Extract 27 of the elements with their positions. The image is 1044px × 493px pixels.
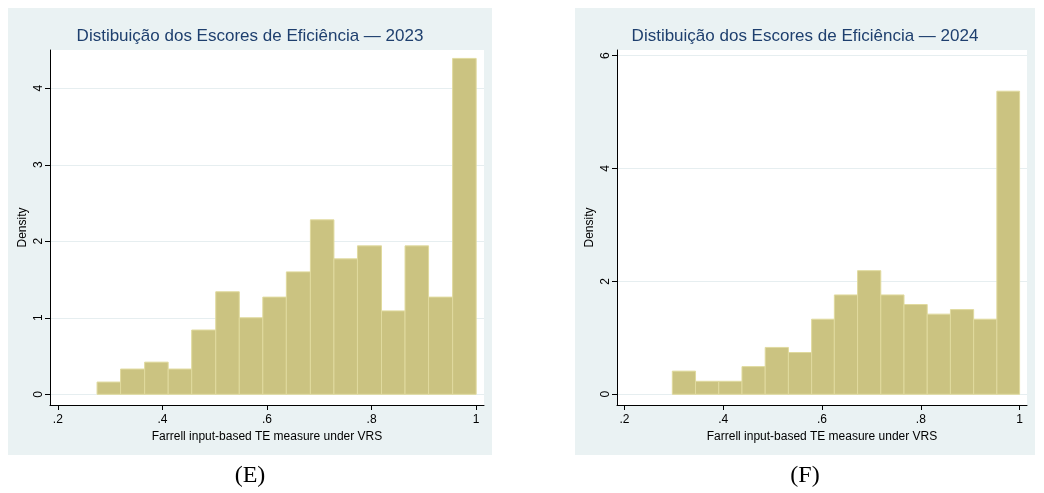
x-tick-label: .6 [816, 412, 828, 426]
y-tick-label: 0 [598, 390, 612, 398]
x-tick-label: 1 [472, 412, 480, 426]
text: (F) [789, 461, 821, 488]
chart-title: Distibuição dos Escores de Eficiência — 2023 [76, 26, 424, 45]
x-axis-title: Farrell input-based TE measure under VRS [706, 428, 938, 443]
y-tick-label: 0 [31, 390, 45, 398]
x-tick-label: .8 [366, 412, 377, 426]
y-axis-title: Density [582, 207, 596, 248]
y-tick-label: 4 [31, 84, 45, 92]
y-tick-label: 2 [598, 277, 612, 285]
chart-title: Distibuição dos Escores de Eficiência — 2024 [631, 26, 979, 45]
y-tick-label: 2 [31, 237, 45, 245]
x-tick-label: .2 [52, 412, 64, 426]
x-axis-title: Farrell input-based TE measure under VRS [151, 428, 383, 443]
y-tick-label: 3 [31, 161, 45, 169]
y-tick-label: 1 [31, 314, 45, 322]
x-tick-label: 1 [1016, 412, 1024, 426]
x-tick-label: .6 [261, 412, 273, 426]
text: (E) [233, 461, 267, 488]
y-tick-label: 4 [598, 164, 612, 172]
x-tick-label: .4 [157, 412, 168, 426]
x-tick-label: .4 [718, 412, 729, 426]
x-tick-label: .8 [915, 412, 927, 426]
y-tick-label: 6 [598, 51, 612, 59]
x-tick-label: .2 [619, 412, 630, 426]
y-axis-title: Density [15, 207, 29, 248]
